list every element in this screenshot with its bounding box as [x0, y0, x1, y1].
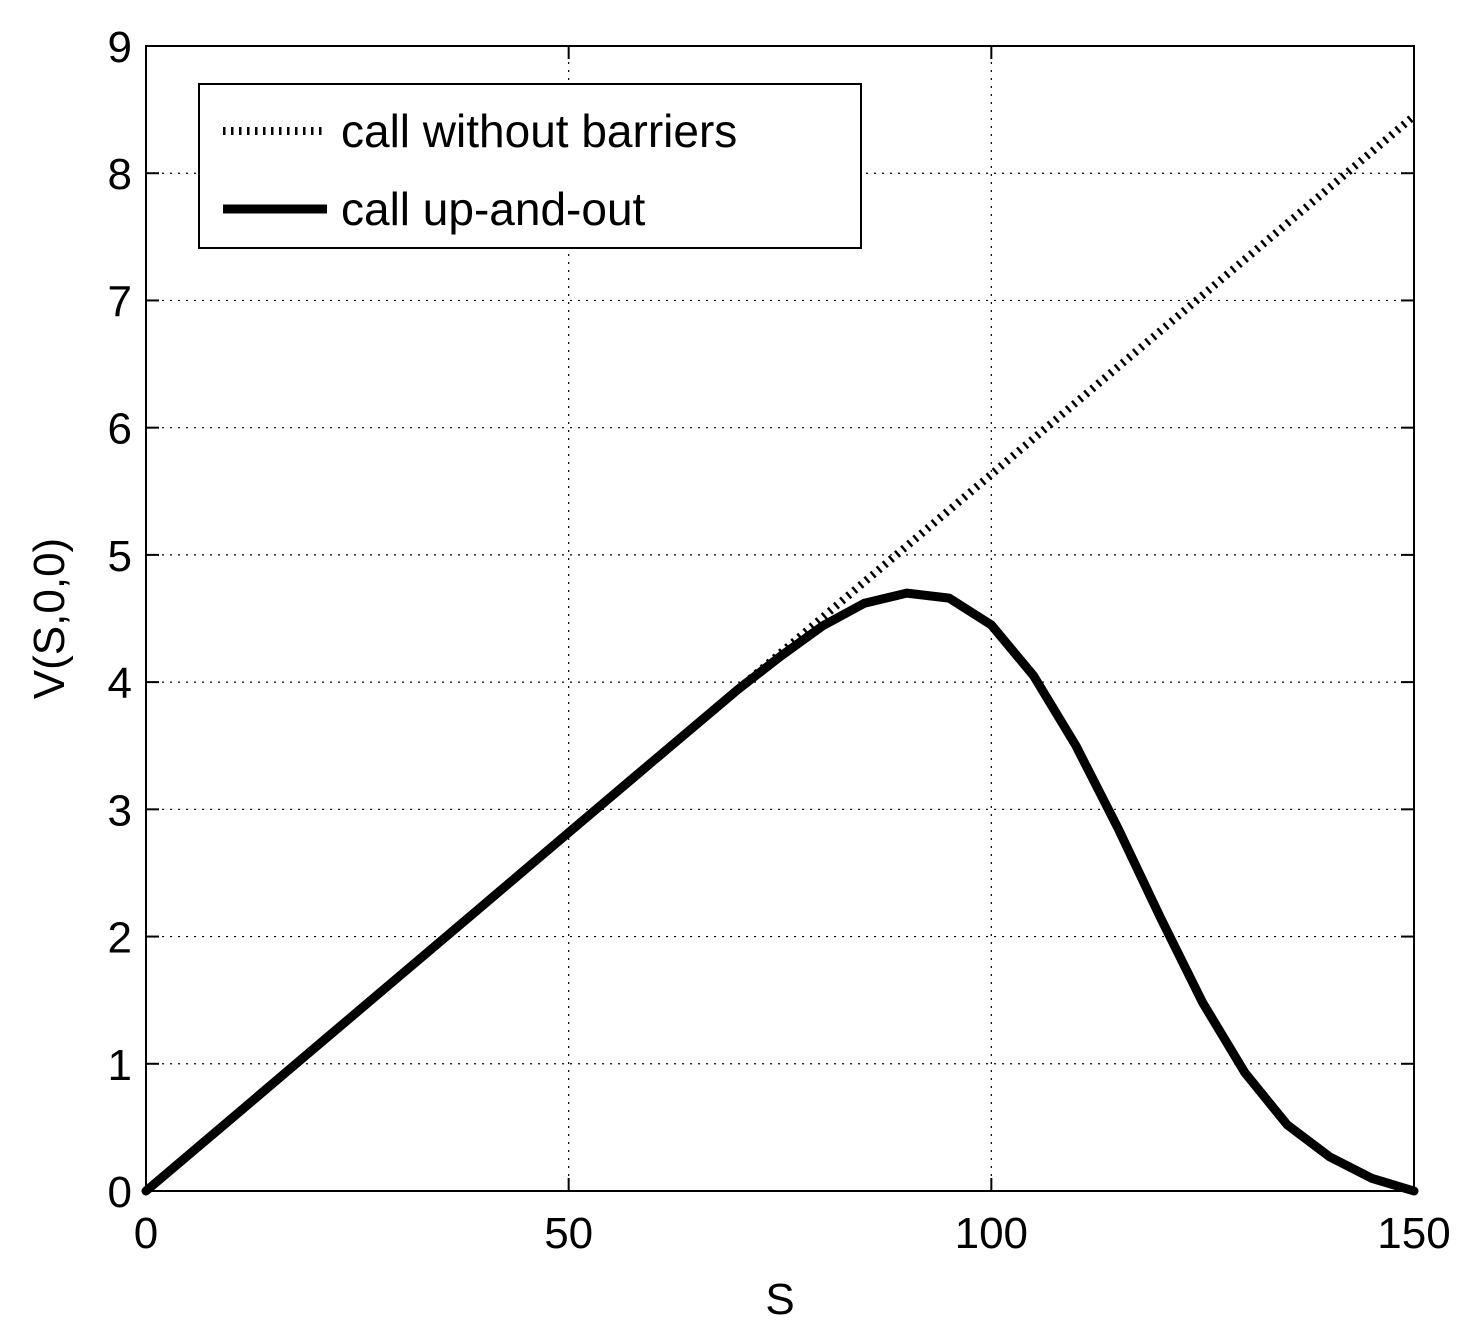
y-tick-label: 8 [108, 150, 132, 199]
y-axis-label: V(S,0,0) [25, 538, 74, 699]
series-layer [141, 112, 1419, 1196]
y-tick-label: 2 [108, 914, 132, 963]
y-tick-label: 1 [108, 1041, 132, 1090]
y-tick-label: 0 [108, 1168, 132, 1217]
y-tick-label: 6 [108, 405, 132, 454]
tick-labels: 0 50 100 150 0 1 2 3 4 5 6 7 8 9 [108, 23, 1451, 1258]
x-tick-label: 100 [955, 1209, 1028, 1258]
plot-frame [145, 45, 1415, 1192]
x-tick-label: 50 [544, 1209, 593, 1258]
legend: call without barriers call up-and-out [198, 83, 862, 249]
axis-ticks [145, 45, 1415, 1192]
x-tick-label: 150 [1377, 1209, 1450, 1258]
x-axis-label: S [765, 1275, 794, 1324]
legend-label: call up-and-out [341, 183, 646, 235]
y-tick-label: 7 [108, 277, 132, 326]
y-tick-label: 9 [108, 23, 132, 72]
y-tick-label: 4 [108, 659, 132, 708]
y-tick-label: 3 [108, 786, 132, 835]
series-line-2 [141, 588, 1419, 1196]
series-line-1 [143, 112, 1417, 1195]
x-tick-label: 0 [134, 1209, 158, 1258]
legend-label: call without barriers [341, 105, 737, 157]
grid-lines [146, 46, 1414, 1191]
y-tick-label: 5 [108, 532, 132, 581]
legend-box [198, 83, 862, 249]
